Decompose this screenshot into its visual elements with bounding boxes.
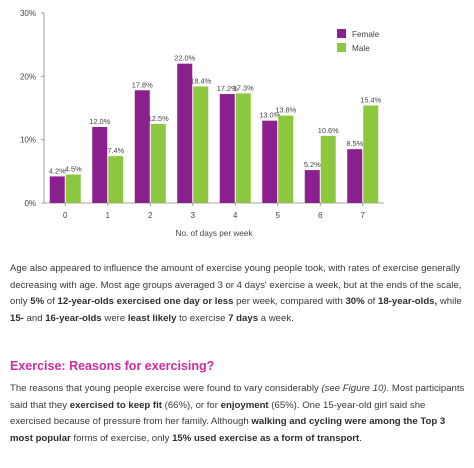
- data-label-male: 13.8%: [275, 106, 296, 115]
- data-label-male: 17.3%: [233, 83, 254, 92]
- para1-bold-3: 30%: [345, 296, 365, 307]
- para2-bold-1: exercised to keep fit: [69, 399, 162, 411]
- para1-text-e: of: [364, 296, 378, 307]
- bar-male: [150, 123, 166, 203]
- bar-male: [235, 93, 251, 203]
- data-label-female: 4.2%: [49, 166, 66, 175]
- para1-bold-5: 15-: [10, 312, 24, 324]
- data-label-male: 15.4%: [360, 95, 381, 104]
- para2-bold-3: walking and cycling were among the Top 3…: [10, 416, 446, 444]
- legend-label-female: Female: [352, 30, 380, 39]
- para2-text-e: forms of exercise, only: [70, 432, 173, 444]
- para1-text-d: per week, compared with: [233, 296, 346, 307]
- bar-female: [92, 127, 108, 203]
- bar-male: [108, 156, 124, 203]
- y-tick-label: 30%: [20, 9, 36, 18]
- para1-text-h: were: [101, 312, 128, 324]
- x-tick-label: 5: [276, 211, 281, 220]
- para2-italic-1: (see Figure 10).: [321, 383, 390, 394]
- data-label-female: 22.0%: [174, 54, 195, 63]
- x-tick-label: 0: [63, 211, 68, 220]
- bar-chart: 0% 10% 20% 30% 0 4.2% 4.5% 1 12.0% 7.4% 2 17.8% 12.5…: [20, 9, 384, 238]
- para1-bold-2: 12-year-olds exercised one day or less: [57, 296, 234, 307]
- legend-swatch-male: [337, 43, 346, 52]
- data-label-male: 4.5%: [65, 165, 82, 174]
- x-tick-label: 6: [318, 211, 323, 220]
- para1-text-a: Age also appeared to influence the amoun…: [10, 263, 462, 307]
- bar-male: [363, 105, 379, 203]
- para1-bold-7: least likely: [127, 312, 177, 324]
- data-label-female: 13.0%: [259, 111, 280, 120]
- bar-male: [278, 115, 294, 203]
- x-tick-label: 4: [233, 211, 238, 220]
- bar-male: [320, 135, 336, 203]
- bar-female: [347, 149, 363, 203]
- body-paragraph-age: Age also appeared to influence the amoun…: [10, 261, 466, 327]
- y-tick-label: 10%: [20, 136, 36, 145]
- para1-text-c: of: [44, 296, 58, 307]
- body-paragraph-reasons: The reasons that young people exercise w…: [10, 381, 466, 447]
- bar-male: [193, 86, 209, 203]
- para2-bold-2: enjoyment: [220, 399, 269, 411]
- para2-text-c: (66%), or for: [161, 399, 221, 411]
- para2-bold-4: 15% used exercise as a form of transport: [172, 432, 360, 444]
- data-label-female: 8.5%: [346, 139, 363, 148]
- y-tick-label: 20%: [20, 72, 36, 81]
- legend-label-male: Male: [352, 44, 370, 53]
- bar-female: [219, 94, 235, 203]
- y-tick-label: 0%: [24, 199, 36, 208]
- x-tick-label: 7: [361, 211, 366, 220]
- para1-text-g: and: [23, 312, 46, 324]
- bar-female: [177, 63, 193, 203]
- para1-bold-1: 5%: [30, 296, 45, 307]
- para2-text-f: .: [359, 432, 362, 444]
- para1-text-f: while: [437, 296, 462, 307]
- para2-text-b: Most participants said that they: [10, 383, 465, 411]
- para1-bold-4: 18-year-olds,: [378, 296, 438, 307]
- data-label-female: 5.2%: [304, 160, 321, 169]
- para1-text-j: a week.: [258, 312, 294, 324]
- data-label-female: 12.0%: [89, 117, 110, 126]
- para2-text-a: The reasons that young people exercise w…: [10, 383, 322, 394]
- para1-text-i: to exercise: [176, 312, 229, 324]
- legend-swatch-female: [337, 29, 346, 38]
- bar-female: [134, 90, 150, 203]
- data-label-male: 18.4%: [190, 76, 211, 85]
- para1-bold-8: 7 days: [228, 312, 259, 324]
- bar-female: [262, 120, 278, 203]
- para2-text-d: (65%). One 15-year-old girl said she exe…: [10, 399, 426, 428]
- section-heading: Exercise: Reasons for exercising?: [10, 359, 215, 373]
- bar-female: [49, 176, 65, 203]
- data-label-female: 17.2%: [217, 84, 238, 93]
- x-tick-label: 1: [106, 211, 111, 220]
- data-label-male: 12.5%: [148, 114, 169, 123]
- data-label-male: 10.6%: [318, 126, 339, 135]
- bar-male: [65, 174, 81, 203]
- data-label-female: 17.8%: [132, 80, 153, 89]
- x-axis-label: No. of days per week: [176, 229, 254, 238]
- x-tick-label: 3: [191, 211, 196, 220]
- data-label-male: 7.4%: [107, 146, 124, 155]
- bar-female: [304, 170, 320, 203]
- para1-bold-6: 16-year-olds: [45, 312, 102, 324]
- x-tick-label: 2: [148, 211, 153, 220]
